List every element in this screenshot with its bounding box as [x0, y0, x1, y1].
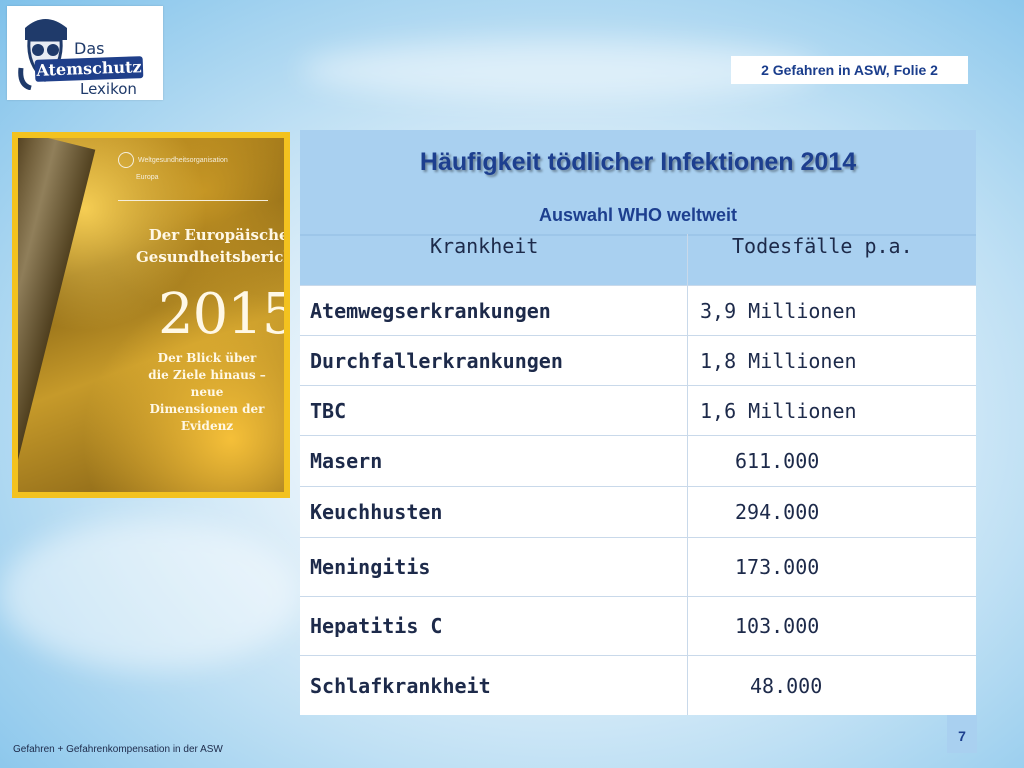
table-title: Häufigkeit tödlicher Infektionen 2014 — [419, 148, 857, 176]
death-count: 1,6 Millionen — [700, 398, 857, 423]
disease-name: Keuchhusten — [310, 500, 443, 524]
cover-year: 2015 — [158, 282, 284, 347]
disease-name: Hepatitis C — [310, 614, 443, 638]
death-count: 611.000 — [735, 449, 820, 473]
disease-name: Durchfallerkrankungen — [310, 348, 563, 373]
table-row: Meningitis 173.000 — [300, 537, 976, 596]
table-header — [300, 130, 976, 285]
cover-title: Der Europäische Gesundheitsbericht — [136, 224, 284, 268]
death-count: 3,9 Millionen — [700, 298, 857, 323]
cover-subtitle-line-1: Der Blick über — [157, 351, 257, 365]
death-count: 294.000 — [735, 500, 820, 524]
disease-name: Schlafkrankheit — [310, 673, 491, 698]
death-count: 1,8 Millionen — [700, 348, 857, 373]
table-row: Durchfallerkrankungen 1,8 Millionen — [300, 335, 976, 385]
cover-subtitle-line-2: die Ziele hinaus – neue — [148, 368, 266, 399]
report-cover-image: Weltgesundheitsorganisation Europa Der E… — [12, 132, 290, 498]
table-row: Hepatitis C 103.000 — [300, 596, 976, 655]
cover-title-line-1: Der Europäische — [148, 226, 284, 244]
table-row: Atemwegserkrankungen 3,9 Millionen — [300, 285, 976, 335]
disease-name: Masern — [310, 449, 383, 473]
who-emblem-icon — [118, 152, 134, 168]
cover-subtitle-line-3: Dimensionen der Evidenz — [149, 402, 265, 433]
logo-text-atemschutz: Atemschutz — [34, 56, 144, 82]
cover-divider — [118, 200, 268, 201]
slide-reference-label: 2 Gefahren in ASW, Folie 2 — [731, 56, 968, 84]
cover-publisher: Weltgesundheitsorganisation — [118, 152, 228, 168]
death-count: 103.000 — [735, 614, 820, 638]
death-count: 173.000 — [735, 555, 820, 579]
table-row: Schlafkrankheit 48.000 — [300, 655, 976, 715]
page-number: 7 — [947, 715, 977, 753]
header-divider — [300, 234, 976, 236]
column-divider — [687, 234, 688, 715]
tree-trunk-graphic — [18, 138, 96, 492]
disease-name: TBC — [310, 398, 347, 423]
report-cover-art: Weltgesundheitsorganisation Europa Der E… — [18, 138, 284, 492]
disease-name: Meningitis — [310, 555, 431, 579]
table-subtitle: Auswahl WHO weltweit — [538, 205, 738, 225]
table-row: Masern 611.000 — [300, 435, 976, 486]
cover-subtitle: Der Blick über die Ziele hinaus – neue D… — [130, 350, 284, 435]
logo-text-lexikon: Lexikon — [80, 80, 137, 98]
table-row: TBC 1,6 Millionen — [300, 385, 976, 435]
background-streak — [0, 520, 300, 670]
table-row: Keuchhusten 294.000 — [300, 486, 976, 537]
cover-title-line-2: Gesundheitsbericht — [136, 248, 284, 266]
logo-text-das: Das — [74, 39, 105, 58]
infection-deaths-table: Häufigkeit tödlicher Infektionen 2014 Au… — [300, 130, 976, 715]
death-count: 48.000 — [750, 673, 823, 698]
column-header-krankheit: Krankheit — [430, 234, 539, 258]
footer-text: Gefahren + Gefahrenkompensation in der A… — [13, 744, 223, 755]
atemschutz-lexikon-logo: Das Atemschutz Lexikon — [7, 6, 163, 100]
column-header-todesfaelle: Todesfälle p.a. — [732, 234, 913, 258]
disease-name: Atemwegserkrankungen — [310, 298, 551, 323]
cover-region: Europa — [136, 174, 159, 181]
cover-publisher-text: Weltgesundheitsorganisation — [138, 156, 228, 164]
